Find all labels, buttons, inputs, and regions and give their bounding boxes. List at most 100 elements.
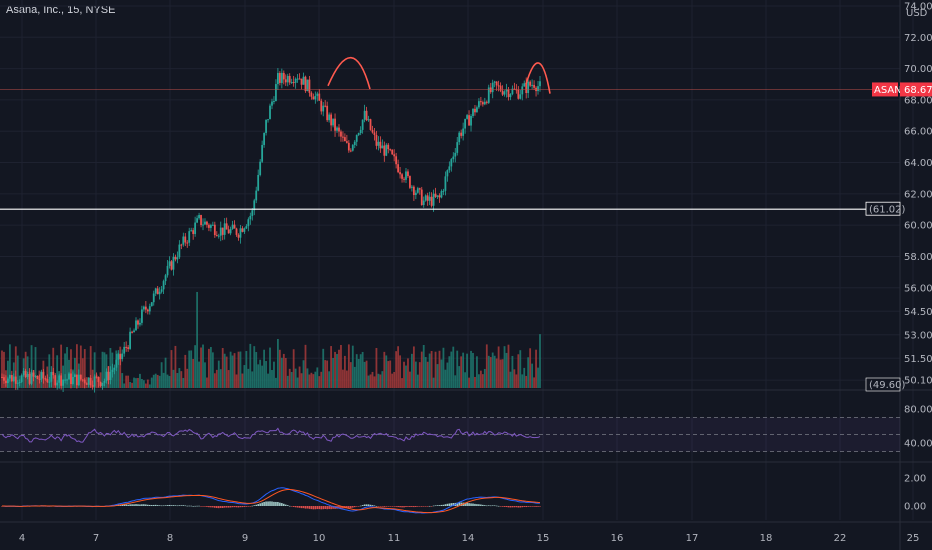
candle-body: [97, 376, 100, 382]
volume-bar: [438, 350, 441, 388]
macd-histogram-bar: [214, 506, 216, 508]
volume-bar: [141, 378, 143, 388]
candle-body: [290, 82, 293, 84]
volume-bar: [389, 360, 392, 388]
macd-histogram-bar: [507, 506, 510, 508]
candle-body: [472, 108, 474, 117]
candle-body: [501, 90, 504, 95]
volume-bar: [101, 351, 104, 388]
macd-histogram-bar: [460, 502, 462, 506]
candle-body: [12, 376, 15, 382]
macd-histogram-bar: [444, 504, 447, 506]
candle-body: [318, 93, 321, 101]
volume-bar: [399, 355, 401, 388]
volume-bar: [407, 358, 409, 388]
volume-bar: [322, 348, 325, 388]
volume-bar: [367, 375, 370, 388]
macd-histogram-bar: [409, 506, 411, 507]
candle-body: [407, 171, 409, 177]
volume-bar: [381, 371, 384, 388]
macd-histogram-bar: [273, 501, 275, 506]
price-axis-label: 56.00: [904, 283, 932, 294]
macd-histogram-bar: [253, 505, 256, 506]
volume-bar: [391, 373, 394, 388]
volume-bar: [491, 352, 494, 388]
volume-bar: [454, 375, 457, 388]
candle-body: [204, 221, 206, 225]
volume-bar: [135, 378, 137, 388]
volume-bar: [365, 360, 368, 388]
volume-bar: [314, 371, 317, 388]
macd-histogram-bar: [424, 506, 427, 507]
macd-histogram-bar: [154, 504, 157, 506]
macd-histogram-bar: [484, 505, 486, 506]
volume-bar: [515, 374, 518, 388]
rsi-axis-label: 80.00: [904, 405, 932, 416]
macd-histogram-bar: [448, 503, 451, 506]
macd-histogram-bar: [158, 505, 161, 506]
candle-body: [470, 116, 472, 126]
volume-bar: [56, 355, 59, 388]
volume-bar: [146, 379, 149, 388]
macd-histogram-bar: [322, 506, 325, 510]
price-axis-label: 50.10: [904, 376, 932, 387]
volume-bar: [83, 349, 86, 388]
volume-bar: [1, 350, 3, 388]
macd-histogram-bar: [456, 502, 459, 506]
macd-histogram-bar: [251, 505, 254, 507]
candle-body: [495, 81, 498, 86]
candle-body: [89, 377, 92, 386]
candle-body: [326, 105, 329, 121]
candle-body: [184, 236, 187, 243]
candle-body: [219, 227, 222, 236]
volume-bar: [294, 368, 297, 388]
macd-histogram-bar: [497, 505, 500, 507]
volume-bar: [74, 357, 76, 388]
rsi-axis-label: 40.00: [904, 439, 932, 450]
macd-histogram-bar: [330, 506, 332, 510]
candle-body: [123, 346, 126, 354]
volume-bar: [14, 346, 17, 388]
macd-histogram-bar: [355, 506, 358, 507]
candle-body: [446, 170, 449, 177]
pattern-arc[interactable]: [327, 56, 371, 90]
macd-histogram-bar: [377, 506, 380, 507]
macd-histogram-bar: [531, 506, 533, 507]
macd-histogram-bar: [196, 505, 198, 507]
candle-body: [111, 369, 114, 372]
price-axis-label: 51.50: [904, 354, 932, 365]
macd-histogram-bar: [539, 506, 541, 507]
volume-bar: [188, 350, 191, 388]
pattern-arc[interactable]: [525, 62, 551, 94]
macd-histogram-bar: [306, 506, 309, 509]
candle-body: [137, 320, 139, 325]
volume-bar: [255, 352, 258, 388]
volume-bar: [192, 358, 195, 388]
candle-body: [460, 132, 463, 136]
macd-histogram-bar: [420, 506, 423, 507]
price-axis-label: 64.00: [904, 158, 932, 169]
volume-bar: [123, 383, 126, 388]
volume-bar: [286, 375, 289, 388]
volume-bar: [537, 367, 539, 388]
volume-bar: [198, 361, 200, 388]
macd-histogram-bar: [200, 506, 202, 507]
candle-body: [387, 144, 390, 150]
candle-body: [275, 84, 277, 102]
candle-body: [409, 176, 411, 188]
candle-body: [135, 320, 137, 331]
volume-bar: [472, 352, 474, 388]
volume-bar: [432, 377, 435, 388]
macd-histogram-bar: [131, 504, 133, 506]
macd-histogram-bar: [485, 505, 488, 507]
candle-body: [129, 331, 131, 349]
volume-bar: [332, 357, 334, 388]
volume-bar: [503, 346, 506, 388]
symbol-badge: [872, 82, 898, 97]
volume-bar: [119, 346, 122, 388]
candle-body: [458, 132, 461, 143]
candle-body: [208, 224, 210, 228]
macd-histogram-bar: [166, 505, 169, 506]
macd-histogram-bar: [212, 506, 214, 508]
